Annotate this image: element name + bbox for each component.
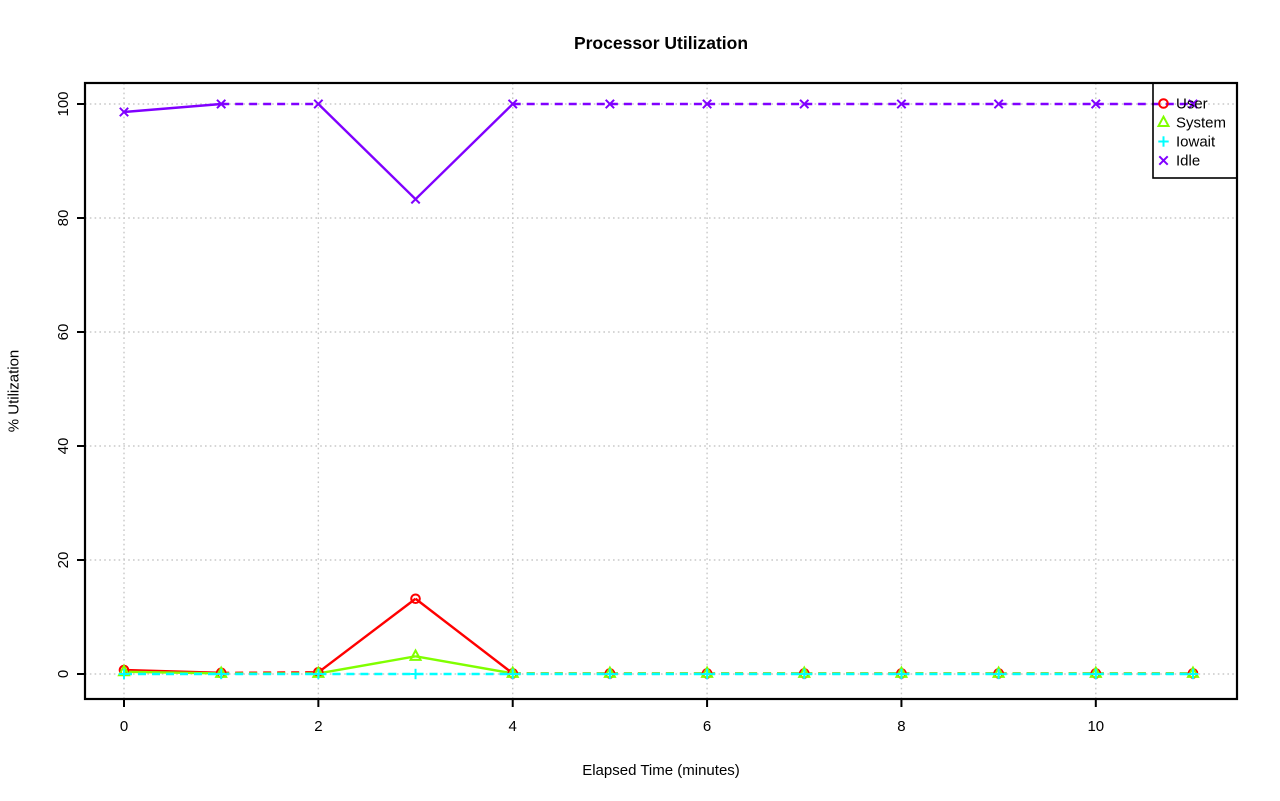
series-line-system [318,655,416,675]
marker-idle-icon [1090,99,1101,109]
marker-idle-icon [216,99,227,109]
series-line-idle [317,103,417,201]
series-line-system [415,655,513,675]
legend-label-system: System [1176,115,1226,132]
y-tick-label: 0 [55,670,72,678]
marker-idle-icon [410,194,421,205]
y-tick-label: 60 [55,324,72,341]
legend-label-user: User [1176,96,1208,113]
series-line-idle [414,103,514,201]
legend-box [1152,82,1238,179]
x-tick-label: 6 [703,718,711,735]
y-tick-label: 40 [55,438,72,455]
marker-system-icon [408,648,423,661]
x-axis-title: Elapsed Time (minutes) [582,762,740,779]
marker-idle-icon [604,99,615,109]
legend-label-idle: Idle [1176,153,1200,170]
x-tick-label: 10 [1087,718,1104,735]
x-tick-label: 2 [314,718,322,735]
marker-idle-icon [799,99,810,109]
marker-user-icon [410,593,421,605]
plot-box [83,81,1239,701]
legend-marker-system-icon [1156,114,1171,127]
marker-idle-icon [702,99,712,109]
legend-marker-idle-icon [1158,155,1169,166]
y-axis-title: % Utilization [5,349,23,433]
x-tick-label: 0 [120,718,128,735]
chart-title: Processor Utilization [573,33,749,53]
marker-idle-icon [313,99,324,109]
x-tick-label: 8 [897,718,905,735]
x-tick-label: 4 [509,718,517,735]
marker-idle-icon [896,99,907,109]
marker-idle-icon [119,107,129,117]
series-line-user [317,597,417,674]
legend-marker-user-icon [1158,98,1169,109]
marker-idle-icon [1188,99,1198,109]
y-tick-label: 100 [55,91,72,116]
series-line-idle [123,102,222,114]
y-tick-label: 20 [55,552,72,569]
y-tick-label: 80 [55,210,72,227]
series-line-system [123,670,222,675]
legend-label-iowait: Iowait [1176,134,1216,151]
marker-idle-icon [507,99,518,109]
marker-idle-icon [993,99,1004,109]
series-line-user [414,597,514,675]
